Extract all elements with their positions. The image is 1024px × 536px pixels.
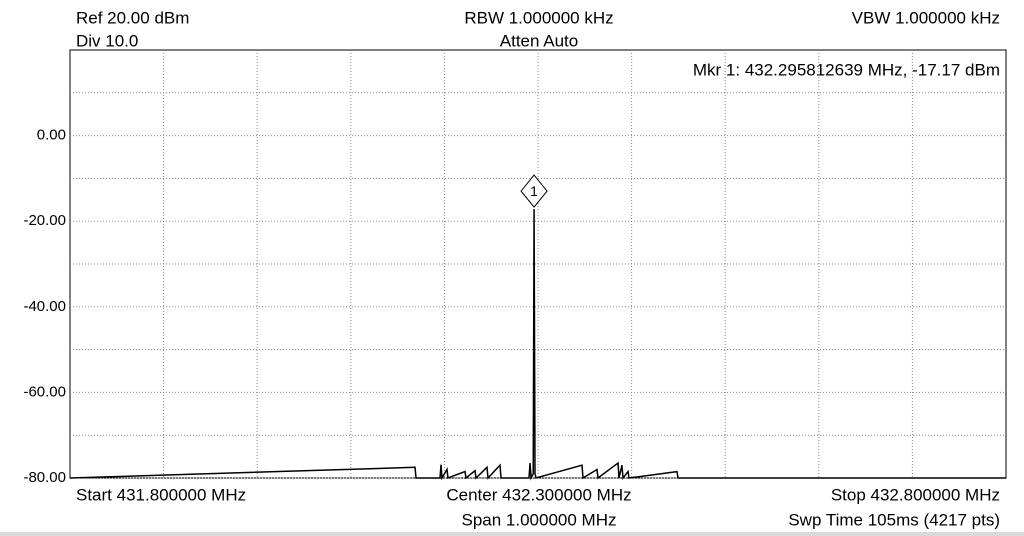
y-tick-label: -20.00 xyxy=(23,212,66,229)
div-scale: Div 10.0 xyxy=(76,31,138,50)
marker-readout: Mkr 1: 432.295812639 MHz, -17.17 dBm xyxy=(693,60,1000,79)
atten: Atten Auto xyxy=(500,31,578,50)
y-tick-label: -60.00 xyxy=(23,383,66,400)
y-tick-label: -80.00 xyxy=(23,469,66,486)
marker-label: 1 xyxy=(530,183,538,199)
rbw: RBW 1.000000 kHz xyxy=(464,8,613,27)
stop-freq: Stop 432.800000 MHz xyxy=(831,485,1000,504)
y-tick-label: 0.00 xyxy=(37,127,66,144)
span: Span 1.000000 MHz xyxy=(462,510,617,529)
y-tick-label: -40.00 xyxy=(23,298,66,315)
center-freq: Center 432.300000 MHz xyxy=(446,485,631,504)
sweep-time: Swp Time 105ms (4217 pts) xyxy=(788,510,1000,529)
marker-diamond xyxy=(520,174,548,208)
bottom-bar xyxy=(0,532,1024,536)
vbw: VBW 1.000000 kHz xyxy=(852,8,1000,27)
start-freq: Start 431.800000 MHz xyxy=(76,485,246,504)
trace xyxy=(69,209,1006,481)
ref-level: Ref 20.00 dBm xyxy=(76,8,189,27)
